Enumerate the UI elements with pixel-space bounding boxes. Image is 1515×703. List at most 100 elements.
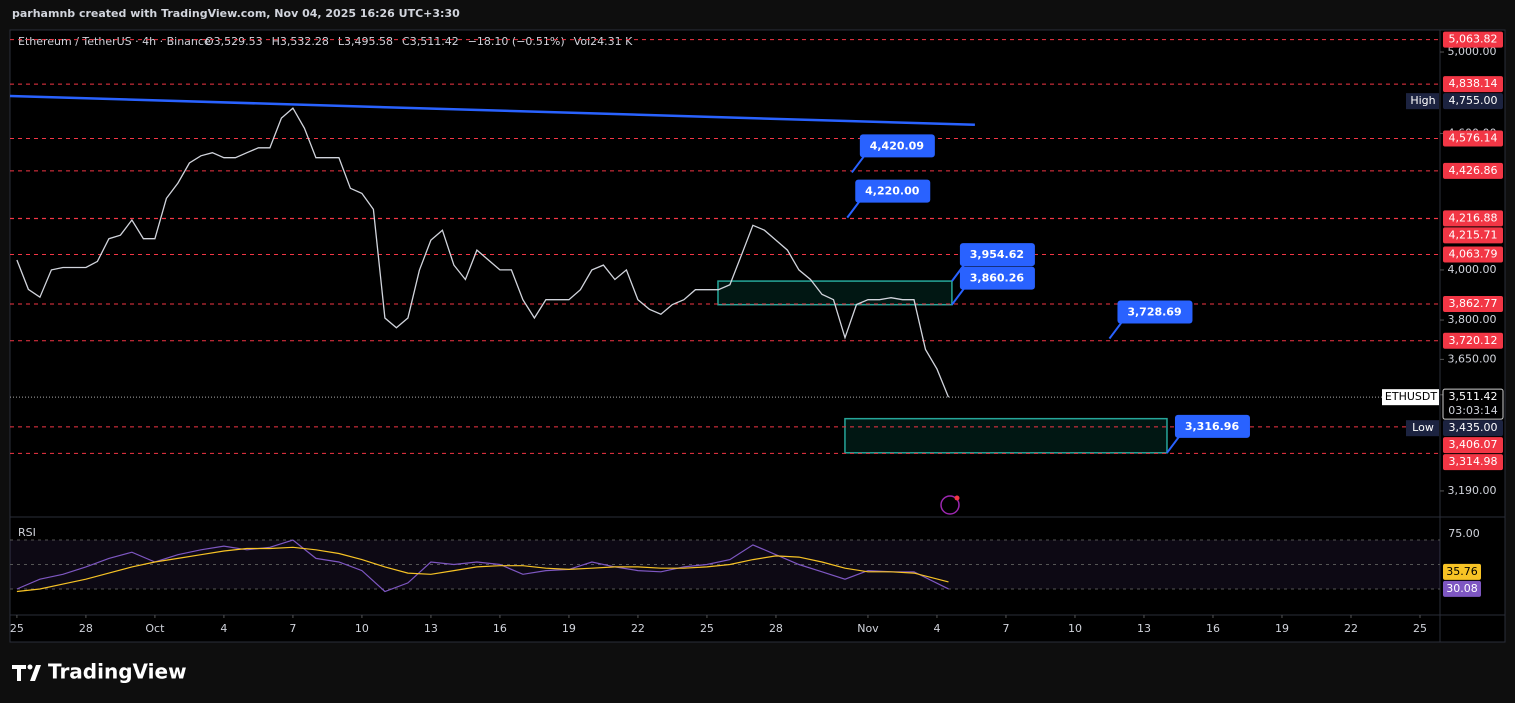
x-tick-label: 28 <box>79 622 93 635</box>
low-badge-label: 3,435.00 <box>1449 421 1498 434</box>
high-badge-label: 4,755.00 <box>1449 94 1498 107</box>
level-badge <box>1443 332 1503 349</box>
zone <box>717 280 953 306</box>
x-tick-label: 16 <box>1206 622 1220 635</box>
ohlc-value: C3,511.42 <box>402 35 459 48</box>
chart-panel <box>9 29 1506 643</box>
last-badge <box>1442 388 1504 420</box>
ohlc-value: Vol24.31 K <box>574 35 633 48</box>
rsi-line <box>16 546 949 593</box>
callout-label: 3,728.69 <box>1127 306 1181 319</box>
level-badge-label: 4,216.88 <box>1449 211 1498 224</box>
x-tick-label: 25 <box>10 622 24 635</box>
level-badge <box>1443 210 1503 227</box>
ohlc-value: −18.10 (−0.51%) <box>468 35 565 48</box>
low-name-box <box>1406 420 1439 437</box>
logo: TradingView <box>12 660 187 684</box>
level-badge <box>1443 296 1503 313</box>
trendline <box>9 94 975 127</box>
ohlc-value: O3,529.53 <box>205 35 263 48</box>
level-badge-label: 3,406.07 <box>1449 438 1498 451</box>
x-tick-label: 10 <box>1068 622 1082 635</box>
last-name-box <box>1382 389 1439 406</box>
y-tick-label: 3,190.00 <box>1448 484 1497 497</box>
level-badge <box>1443 246 1503 263</box>
x-tick-label: 28 <box>769 622 783 635</box>
level-badge <box>1443 162 1503 179</box>
callout-label: 4,220.00 <box>865 185 920 198</box>
callout-box <box>859 134 935 158</box>
callout-pointer <box>846 201 861 219</box>
callout-pointer <box>1166 436 1180 454</box>
level-badge-label: 4,426.86 <box>1449 164 1498 177</box>
rsi-badge-label: 35.76 <box>1446 565 1478 578</box>
rsi-badge <box>1443 563 1481 580</box>
callout-pointer <box>851 155 865 174</box>
y-tick-label: 3,650.00 <box>1448 352 1497 365</box>
callout-label: 3,860.26 <box>970 272 1025 285</box>
x-tick-label: 4 <box>220 622 227 635</box>
y-tick-label: 5,000.00 <box>1448 45 1497 58</box>
credit: parhamnb created with TradingView.com, N… <box>12 7 460 20</box>
logo-mark <box>12 665 41 681</box>
callout-label: 3,316.96 <box>1185 420 1240 433</box>
y-tick-label: 3,800.00 <box>1448 313 1497 326</box>
level-badge-label: 3,862.77 <box>1449 297 1498 310</box>
rsi-badge-label: 30.08 <box>1446 582 1478 595</box>
callout-pointer <box>951 288 965 306</box>
level-badge-label: 4,576.14 <box>1449 132 1498 145</box>
callout-box <box>1117 300 1193 324</box>
x-tick-label: 13 <box>1137 622 1151 635</box>
x-tick-label: 25 <box>700 622 714 635</box>
callout-box <box>1174 414 1250 438</box>
level-badge-label: 4,215.71 <box>1449 228 1498 241</box>
rsi-badge <box>1443 580 1481 597</box>
level-badge <box>1443 76 1503 93</box>
logo-dot <box>27 664 33 670</box>
x-tick-label: 19 <box>562 622 576 635</box>
x-tick-label: 4 <box>933 622 940 635</box>
level-badge-label: 4,838.14 <box>1449 77 1498 90</box>
callout-box <box>959 266 1035 290</box>
countdown: 03:03:14 <box>1448 404 1497 417</box>
callout-label: 3,954.62 <box>970 248 1024 261</box>
x-tick-label: 19 <box>1275 622 1289 635</box>
level-badge <box>1443 227 1503 244</box>
zone <box>844 417 1168 454</box>
alert-icon <box>940 495 960 515</box>
ohlc-value: L3,495.58 <box>338 35 393 48</box>
alert-dot <box>954 495 960 501</box>
rsi-tick-label: 75.00 <box>1448 527 1480 540</box>
x-tick-label: 22 <box>1344 622 1358 635</box>
level-badge <box>1443 437 1503 454</box>
level-badge <box>1443 31 1503 48</box>
callout-pointer <box>1108 321 1123 340</box>
ohlc-value: H3,532.28 <box>272 35 329 48</box>
x-tick-label: 7 <box>1002 622 1009 635</box>
high-badge <box>1443 93 1503 110</box>
high-name: High <box>1410 94 1435 107</box>
price-line <box>16 107 950 398</box>
low-badge <box>1443 420 1503 437</box>
level-badge-label: 5,063.82 <box>1449 33 1498 46</box>
callout-label: 4,420.09 <box>870 139 924 152</box>
callout-box <box>959 243 1035 267</box>
x-tick-label: Nov <box>857 622 879 635</box>
last-badge-label: 3,511.42 <box>1449 390 1498 403</box>
x-tick-label: 22 <box>631 622 645 635</box>
x-tick-label: 7 <box>289 622 296 635</box>
level-badge-label: 3,720.12 <box>1449 334 1498 347</box>
rsi-line <box>16 539 949 593</box>
level-badge-label: 4,063.79 <box>1449 247 1498 260</box>
rsi-title: RSI <box>18 526 36 539</box>
last-name: ETHUSDT <box>1385 390 1437 403</box>
high-name-box <box>1406 93 1439 110</box>
low-name: Low <box>1412 421 1434 434</box>
y-tick-label: 4,000.00 <box>1448 263 1497 276</box>
x-tick-label: 25 <box>1413 622 1427 635</box>
x-tick-label: Oct <box>145 622 165 635</box>
logo-text: TradingView <box>48 660 187 684</box>
x-tick-label: 13 <box>424 622 438 635</box>
x-tick-label: 16 <box>493 622 507 635</box>
alert-circle <box>940 495 960 515</box>
